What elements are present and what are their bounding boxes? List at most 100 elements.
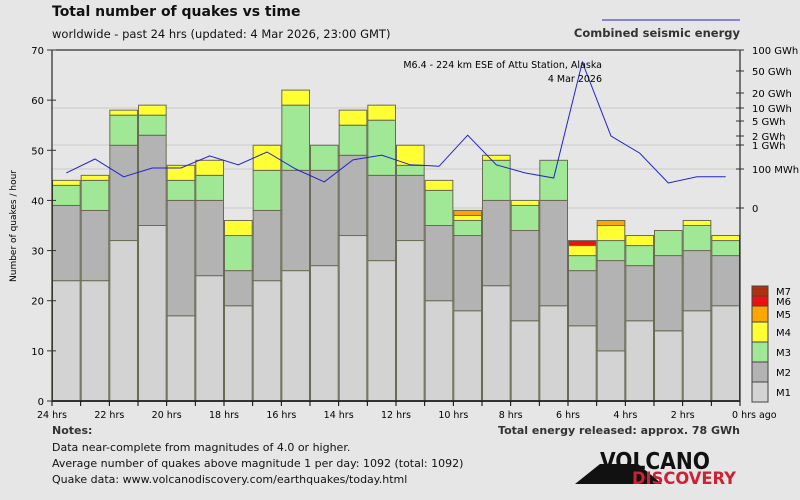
- energy-legend-label: Combined seismic energy: [574, 26, 741, 40]
- energy-tick-label: 100 GWh: [752, 46, 798, 57]
- bar-segment-m2: [654, 255, 683, 332]
- annotation-line2: 4 Mar 2026: [548, 74, 602, 85]
- bar-segment-m2: [424, 225, 454, 302]
- bar-segment-m3: [625, 245, 654, 267]
- bar-segment-m2: [52, 204, 81, 282]
- svg-text:VOLCANO: VOLCANO: [600, 449, 710, 475]
- y-tick-label: 50: [31, 146, 44, 157]
- bar-segment-m4: [510, 199, 540, 206]
- y-tick-label: 60: [31, 96, 44, 107]
- bar-segment-m2: [539, 199, 568, 307]
- bar-segment-m3: [482, 159, 511, 201]
- bar-segment-m2: [109, 144, 139, 242]
- bar-segment-m5: [453, 209, 483, 216]
- bar-segment-m3: [52, 184, 81, 206]
- bar-segment-m3: [424, 189, 454, 226]
- energy-tick-label: 5 GWh: [752, 117, 786, 128]
- bar-segment-m1: [310, 265, 339, 402]
- bar-segment-m3: [80, 179, 110, 211]
- y-tick-label: 30: [31, 247, 44, 258]
- bar-segment-m4: [396, 144, 425, 166]
- y-tick-label: 70: [31, 46, 44, 57]
- bar-segment-m1: [711, 305, 740, 402]
- bar-segment-m2: [510, 230, 540, 322]
- energy-tick-label: 2 GWh: [752, 132, 786, 143]
- bar-segment-m2: [166, 199, 196, 317]
- x-tick-label: 4 hrs: [613, 410, 637, 421]
- bar-segment-m4: [482, 154, 511, 161]
- svg-text:DISCOVERY: DISCOVERY: [632, 469, 737, 489]
- bar-segment-m2: [80, 209, 110, 282]
- bar-segment-m1: [138, 225, 167, 402]
- legend-label-m3: M3: [776, 348, 791, 359]
- bar-segment-m4: [625, 235, 654, 247]
- bar-segment-m3: [654, 230, 683, 257]
- bar-segment-m1: [224, 305, 253, 402]
- x-tick-label: 22 hrs: [94, 410, 124, 421]
- x-tick-label: 24 hrs: [37, 410, 67, 421]
- bar-segment-m3: [367, 119, 397, 176]
- bar-segment-m3: [396, 164, 425, 176]
- bar-segment-m1: [195, 275, 224, 402]
- bar-segment-m5: [596, 219, 626, 227]
- chart-subtitle: worldwide - past 24 hrs (updated: 4 Mar …: [52, 27, 391, 41]
- chart-title: Total number of quakes vs time: [52, 4, 301, 20]
- bar-segment-m4: [711, 235, 740, 242]
- legend-label-m6: M6: [776, 297, 791, 308]
- x-tick-label: 14 hrs: [324, 410, 354, 421]
- bar-segment-m4: [52, 179, 81, 186]
- bar-segment-m3: [510, 204, 540, 232]
- volcanodiscovery-logo: VOLCANO DISCOVERY: [575, 449, 737, 489]
- bar-segment-m1: [166, 315, 196, 402]
- bar-segment-m3: [453, 219, 483, 237]
- bar-segment-m2: [367, 174, 397, 262]
- note-line-url[interactable]: Quake data: www.volcanodiscovery.com/ear…: [52, 473, 408, 486]
- bar-segment-m2: [310, 169, 339, 267]
- bar-segment-m3: [596, 240, 626, 262]
- energy-tick-label: 50 GWh: [752, 67, 792, 78]
- bar-segment-m1: [367, 260, 397, 402]
- legend-label-m4: M4: [776, 328, 791, 339]
- bar-segment-m4: [138, 104, 167, 116]
- bar-segment-m3: [138, 114, 167, 136]
- bar-segment-m3: [224, 235, 253, 272]
- bar-segment-m1: [625, 320, 654, 402]
- x-tick-label: 10 hrs: [438, 410, 468, 421]
- bar-segment-m2: [224, 270, 253, 307]
- bar-segment-m1: [510, 320, 540, 402]
- bar-segment-m3: [310, 144, 339, 171]
- x-tick-label: 2 hrs: [671, 410, 695, 421]
- bar-segment-m4: [224, 219, 253, 237]
- notes-heading: Notes:: [52, 424, 93, 437]
- bar-segment-m1: [654, 330, 683, 402]
- bar-segment-m2: [453, 235, 483, 312]
- legend-label-m1: M1: [776, 388, 791, 399]
- bar-segment-m1: [52, 280, 81, 402]
- bar-segment-m1: [109, 240, 139, 402]
- bar-segment-m3: [338, 124, 368, 156]
- energy-line: [66, 60, 726, 184]
- note-line: Data near-complete from magnitudes of 4.…: [52, 441, 351, 454]
- bar-segment-m2: [682, 250, 712, 312]
- bar-segment-m4: [453, 214, 483, 221]
- bar-segment-m3: [568, 255, 597, 272]
- bar-segment-m1: [539, 305, 568, 402]
- bar-segment-m4: [80, 174, 110, 181]
- bar-segment-m3: [281, 104, 311, 171]
- bar-segment-m3: [252, 169, 282, 211]
- bar-segment-m3: [109, 114, 139, 146]
- bar-segment-m2: [596, 260, 626, 352]
- bar-segment-m2: [195, 199, 224, 277]
- legend-swatch-m2: [751, 361, 769, 383]
- bar-segment-m4: [338, 109, 368, 126]
- bar-segment-m4: [682, 219, 712, 227]
- bar-segment-m2: [711, 255, 740, 307]
- x-tick-label: 16 hrs: [266, 410, 296, 421]
- bar-segment-m1: [453, 310, 483, 402]
- bar-segment-m4: [281, 89, 311, 106]
- energy-tick-label: 10 GWh: [752, 104, 792, 115]
- bar-segment-m2: [396, 174, 425, 242]
- y-tick-label: 10: [31, 347, 44, 358]
- bar-segment-m1: [338, 235, 368, 402]
